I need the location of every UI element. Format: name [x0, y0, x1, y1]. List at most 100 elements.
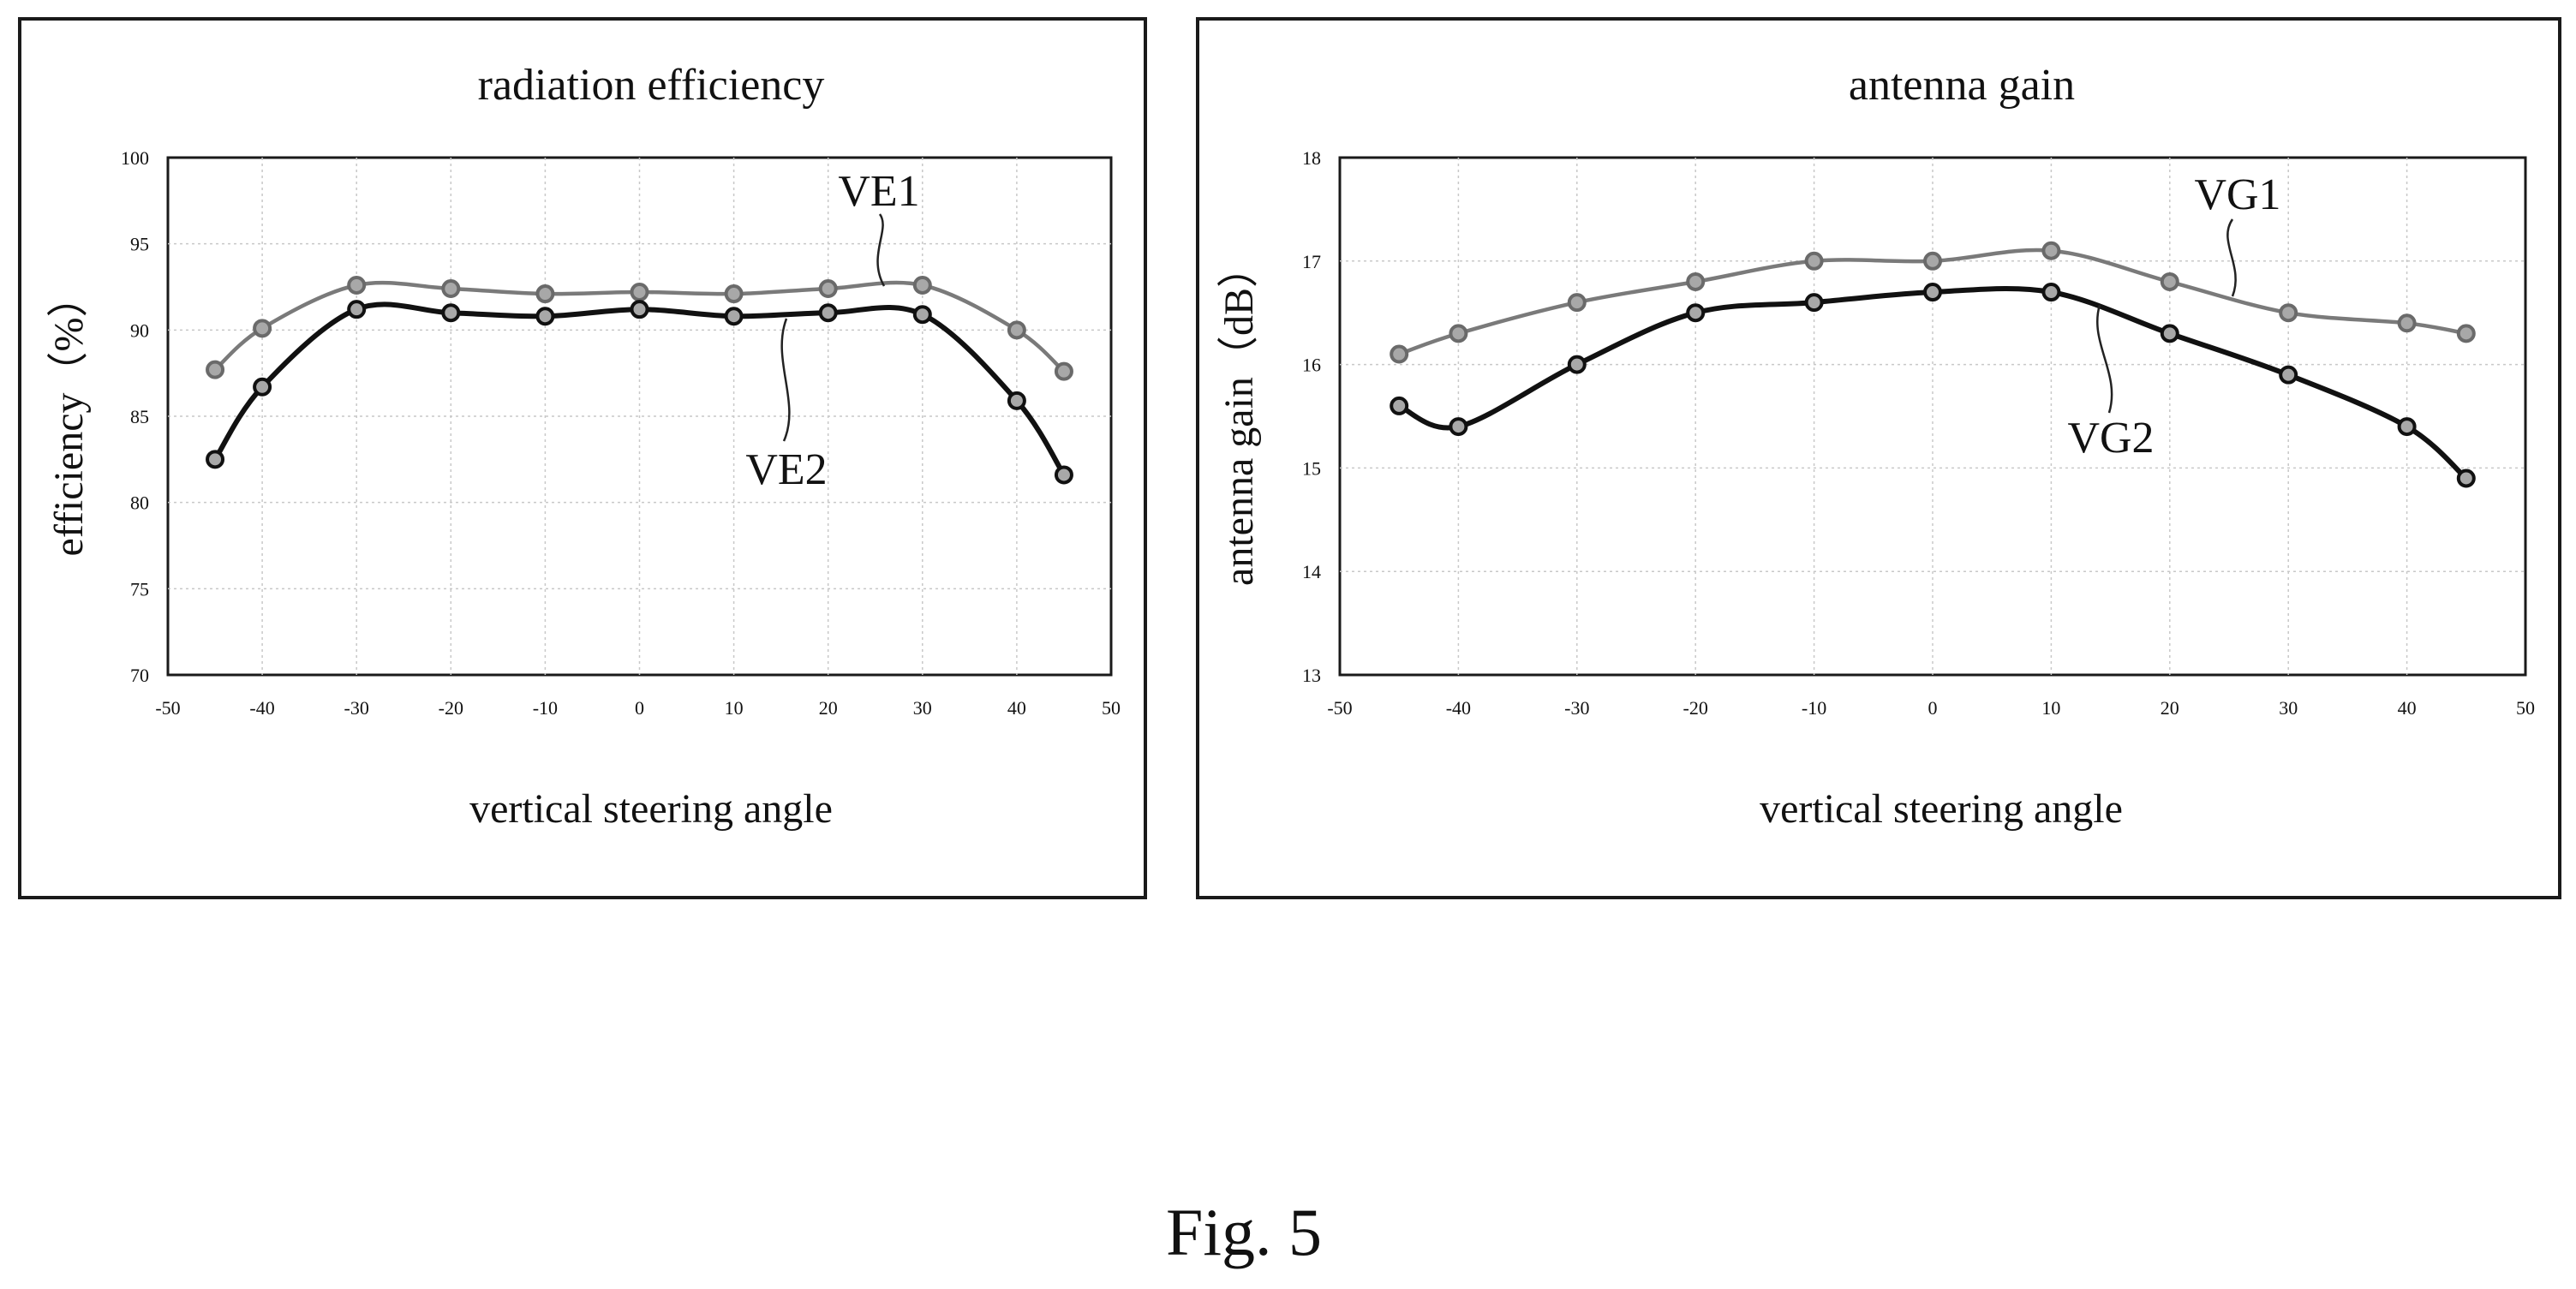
- x-tick-label: 40: [1007, 697, 1026, 719]
- y-axis-label: efficiency（%）: [46, 277, 92, 557]
- x-tick-label: 50: [1102, 697, 1121, 719]
- x-tick-label: -50: [155, 697, 180, 719]
- data-point: [1567, 355, 1587, 374]
- x-tick-label: 10: [725, 697, 744, 719]
- data-point: [253, 319, 272, 338]
- gridlines: [168, 158, 1111, 675]
- data-point: [1390, 396, 1409, 415]
- x-tick-label: 20: [819, 697, 838, 719]
- data-point: [724, 307, 744, 326]
- data-point: [2160, 324, 2179, 343]
- y-tick-labels: 70 75 80 85 90 95 100: [121, 147, 149, 686]
- x-tick-label: 30: [913, 697, 932, 719]
- data-point: [535, 284, 555, 304]
- y-tick-label: 85: [130, 406, 149, 427]
- data-point: [2397, 417, 2417, 437]
- y-tick-label: 75: [130, 578, 149, 600]
- y-tick-label: 90: [130, 319, 149, 341]
- y-tick-label: 15: [1302, 457, 1321, 479]
- y-tick-label: 70: [130, 665, 149, 686]
- data-point: [2397, 313, 2417, 333]
- x-tick-labels: -50 -40 -30 -20 -10 0 10 20 30 40 50: [155, 697, 1121, 719]
- series-vg2: [1390, 283, 2476, 488]
- data-point: [2456, 324, 2476, 343]
- x-tick-label: -20: [1683, 697, 1708, 719]
- y-tick-label: 80: [130, 492, 149, 514]
- y-tick-label: 100: [121, 147, 149, 169]
- data-point: [206, 450, 225, 469]
- y-tick-label: 17: [1302, 251, 1321, 272]
- data-point: [1449, 417, 1468, 437]
- data-point: [818, 303, 838, 323]
- data-point: [441, 279, 461, 299]
- x-tick-labels: -50 -40 -30 -20 -10 0 10 20 30 40 50: [1327, 697, 2535, 719]
- x-tick-label: -40: [249, 697, 274, 719]
- y-tick-label: 18: [1302, 147, 1321, 169]
- series-vg1: [1390, 241, 2476, 364]
- data-point: [1567, 293, 1587, 313]
- figure-caption: Fig. 5: [1166, 1195, 1322, 1269]
- data-point: [535, 307, 555, 326]
- data-point: [912, 275, 932, 295]
- data-point: [2041, 241, 2061, 260]
- series-label-ve1: VE1: [838, 167, 919, 216]
- x-axis-label: vertical steering angle: [469, 786, 833, 832]
- y-tick-label: 13: [1302, 665, 1321, 686]
- x-tick-label: -30: [1564, 697, 1589, 719]
- x-tick-label: -10: [533, 697, 558, 719]
- y-tick-label: 95: [130, 234, 149, 255]
- series-label-vg2: VG2: [2067, 414, 2154, 462]
- data-point: [347, 300, 367, 319]
- x-tick-label: -40: [1446, 697, 1471, 719]
- series-label-leader-vg1: [2226, 218, 2237, 297]
- x-tick-label: 50: [2516, 697, 2535, 719]
- x-tick-label: 0: [635, 697, 644, 719]
- data-point: [1923, 283, 1942, 302]
- antenna-gain-chart: antenna gain -50 -40 -30 -20 -10 0 10 20 30 40 50 …: [1196, 17, 2561, 899]
- series-ve2: [206, 300, 1073, 485]
- series-label-leader-ve2: [780, 318, 791, 442]
- data-point: [1686, 272, 1706, 291]
- data-point: [1054, 465, 1073, 485]
- series-label-ve2: VE2: [745, 445, 827, 494]
- data-point: [818, 279, 838, 299]
- series-ve1: [206, 275, 1073, 381]
- x-tick-label: 40: [2398, 697, 2417, 719]
- data-point: [1390, 344, 1409, 364]
- data-point: [347, 275, 367, 295]
- data-point: [2160, 272, 2179, 291]
- x-tick-label: -10: [1802, 697, 1826, 719]
- data-point: [2041, 283, 2061, 302]
- series-label-leader-ve1: [876, 213, 886, 287]
- data-point: [912, 305, 932, 325]
- data-point: [2279, 303, 2298, 323]
- y-tick-label: 16: [1302, 355, 1321, 376]
- data-point: [1007, 391, 1026, 410]
- data-point: [630, 300, 649, 319]
- x-axis-label: vertical steering angle: [1760, 786, 2123, 832]
- data-point: [1923, 251, 1942, 271]
- x-tick-label: -20: [439, 697, 463, 719]
- series-layer: [1390, 241, 2476, 488]
- data-point: [724, 284, 744, 304]
- data-point: [206, 360, 225, 379]
- data-point: [1007, 320, 1026, 340]
- data-point: [1804, 293, 1824, 313]
- data-point: [630, 283, 649, 302]
- data-point: [1054, 361, 1073, 381]
- x-tick-label: 10: [2041, 697, 2060, 719]
- x-tick-label: -50: [1327, 697, 1352, 719]
- x-tick-label: 0: [1928, 697, 1938, 719]
- y-tick-labels: 13 14 15 16 17 18: [1302, 147, 1321, 686]
- data-point: [253, 377, 272, 397]
- x-tick-label: 20: [2161, 697, 2179, 719]
- series-layer: [206, 275, 1073, 485]
- x-tick-label: -30: [344, 697, 369, 719]
- series-label-vg1: VG1: [2194, 170, 2280, 219]
- y-axis-label: antenna gain（dB）: [1216, 247, 1262, 586]
- chart-title: antenna gain: [1849, 61, 2075, 110]
- data-point: [2456, 468, 2476, 488]
- series-label-leader-vg2: [2095, 304, 2113, 414]
- chart-title: radiation efficiency: [478, 61, 825, 110]
